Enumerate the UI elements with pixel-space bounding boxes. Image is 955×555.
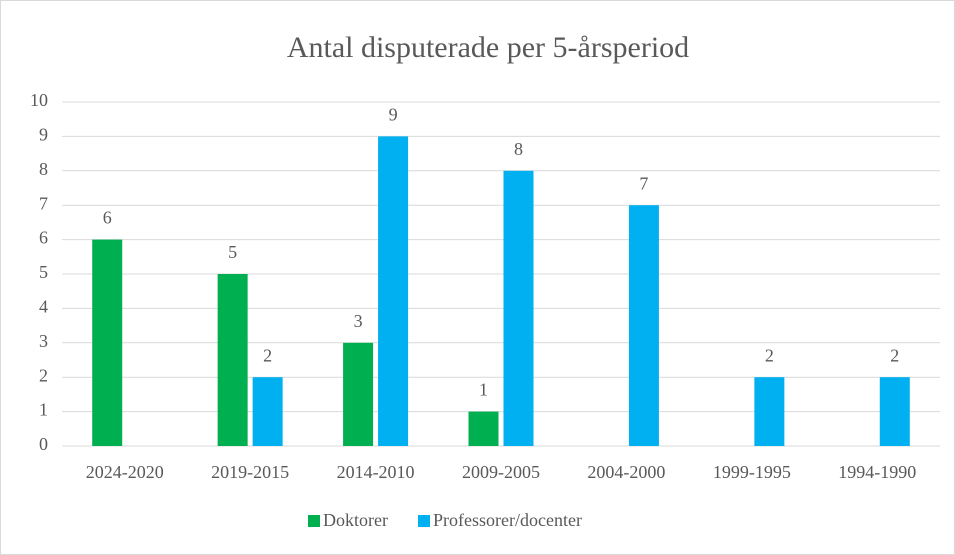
x-tick-label: 2019-2015 [211, 462, 289, 482]
x-tick-label: 2004-2000 [587, 462, 665, 482]
y-tick-label: 2 [39, 365, 48, 385]
bar [92, 239, 123, 446]
value-label: 2 [263, 345, 272, 365]
value-label: 8 [514, 139, 523, 159]
value-label: 3 [354, 311, 363, 331]
bar [343, 342, 374, 446]
y-tick-label: 4 [39, 297, 48, 317]
x-tick-label: 2024-2020 [86, 462, 164, 482]
value-label: 5 [228, 242, 237, 262]
bar [252, 377, 283, 446]
y-tick-label: 8 [39, 159, 48, 179]
value-label: 7 [639, 173, 648, 193]
bar [754, 377, 785, 446]
x-tick-label: 2014-2010 [337, 462, 415, 482]
y-tick-label: 5 [39, 262, 48, 282]
bar [628, 205, 659, 446]
legend-label: Professorer/docenter [433, 510, 582, 530]
legend-swatch [418, 515, 430, 527]
x-tick-label: 1994-1990 [838, 462, 916, 482]
legend-swatch [308, 515, 320, 527]
bar [378, 136, 409, 446]
y-tick-label: 1 [39, 400, 48, 420]
y-tick-label: 7 [39, 193, 48, 213]
y-tick-label: 0 [39, 434, 48, 454]
value-label: 9 [389, 105, 398, 125]
y-tick-label: 6 [39, 228, 48, 248]
bar [503, 170, 534, 447]
value-label: 1 [479, 380, 488, 400]
legend-label: Doktorer [323, 510, 388, 530]
bar [217, 274, 248, 446]
bar [468, 411, 499, 446]
y-tick-label: 3 [39, 331, 48, 351]
x-tick-label: 1999-1995 [713, 462, 791, 482]
value-label: 6 [103, 208, 112, 228]
value-label: 2 [890, 345, 899, 365]
value-label: 2 [765, 345, 774, 365]
y-tick-label: 9 [39, 125, 48, 145]
chart-title: Antal disputerade per 5-årsperiod [287, 31, 689, 64]
y-tick-label: 10 [30, 90, 48, 110]
x-tick-label: 2009-2005 [462, 462, 540, 482]
bar [879, 377, 910, 446]
